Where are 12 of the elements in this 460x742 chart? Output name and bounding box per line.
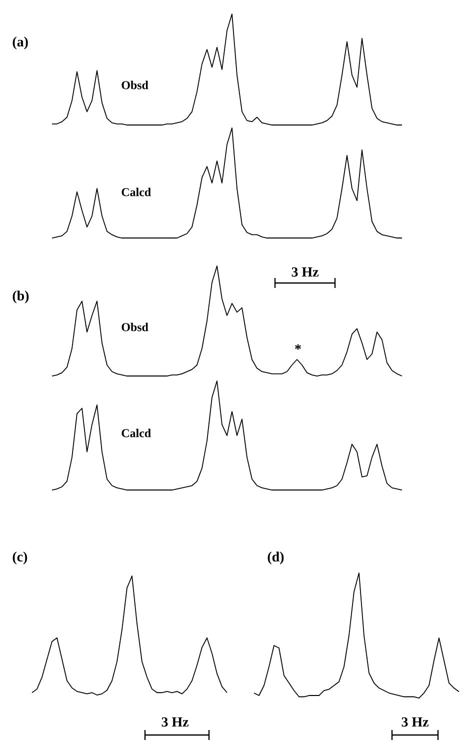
text: 3 Hz [402,717,428,727]
series-label: Calcd [122,428,151,438]
text: (b) [12,290,29,304]
annotation: 3 Hz [292,267,318,277]
series-label: Obsd [122,322,148,332]
series-label: Obsd [122,80,148,90]
chart-title: (c) [12,552,28,564]
text: 3 Hz [162,717,188,727]
text: (a) [12,36,28,50]
chart-title: (d) [268,552,284,564]
series-label: Calcd [122,188,151,196]
annotation: * [295,344,301,350]
